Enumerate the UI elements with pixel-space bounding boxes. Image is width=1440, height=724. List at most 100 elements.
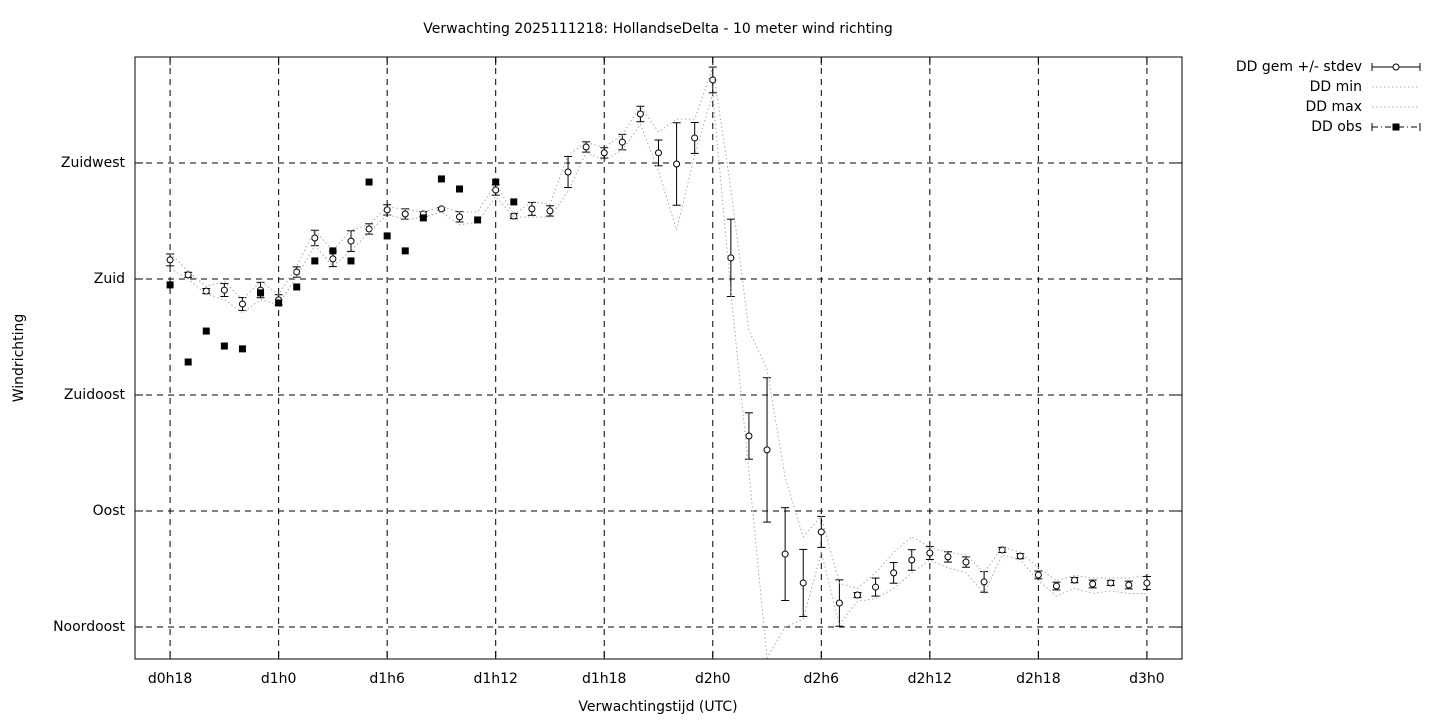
error-point: [166, 253, 175, 267]
mean-point: [1125, 581, 1133, 589]
error-point: [1142, 575, 1151, 590]
mean-point: [908, 556, 916, 564]
obs-point: [510, 198, 518, 206]
obs-point: [383, 232, 391, 240]
mean-point: [401, 210, 409, 218]
error-point: [726, 218, 735, 298]
y-tick-label: Oost: [93, 503, 126, 519]
x-axis-label: Verwachtingstijd (UTC): [578, 699, 737, 715]
obs-point: [184, 358, 192, 366]
grid: [135, 57, 1182, 659]
mean-point: [799, 579, 807, 587]
mean-point: [1143, 579, 1151, 587]
obs-point: [220, 342, 228, 350]
mean-point: [510, 212, 518, 220]
error-point: [943, 551, 952, 563]
error-point: [600, 147, 609, 159]
mean-point: [546, 207, 554, 215]
y-axis-label: Windrichting: [11, 314, 27, 403]
mean-point: [980, 578, 988, 586]
mean-point: [220, 286, 228, 294]
mean-point: [293, 268, 301, 276]
y-tick-label: Zuidwest: [61, 155, 126, 171]
error-point: [636, 105, 645, 123]
x-tick-label: d1h6: [369, 671, 405, 687]
error-point: [618, 133, 627, 151]
y-tick-label: Zuid: [94, 271, 125, 287]
chart-title: Verwachting 2025111218: HollandseDelta -…: [423, 21, 892, 37]
error-point: [545, 205, 554, 217]
error-point: [202, 287, 211, 295]
legend-label: DD min: [1310, 79, 1362, 95]
mean-point: [745, 432, 753, 440]
x-tick-label: d0h18: [148, 671, 192, 687]
error-point: [889, 562, 898, 584]
mean-point: [727, 254, 735, 262]
x-tick-label: d1h12: [473, 671, 517, 687]
mean-point: [872, 583, 880, 591]
mean-point: [763, 446, 771, 454]
mean-point: [456, 213, 464, 221]
mean-point: [962, 558, 970, 566]
mean-point: [166, 256, 174, 264]
mean-point: [311, 234, 319, 242]
mean-point: [492, 186, 500, 194]
obs-point: [474, 216, 482, 224]
error-point: [220, 283, 229, 298]
legend: DD gem +/- stdev DD min DD max DD obs: [1236, 59, 1421, 135]
mean-point: [347, 237, 355, 245]
obs-point: [419, 214, 427, 222]
mean-point: [636, 110, 644, 118]
mean-point: [365, 225, 373, 233]
mean-point: [691, 134, 699, 142]
error-point: [654, 139, 663, 167]
x-tick-label: d2h6: [804, 671, 840, 687]
y-tick-label: Zuidoost: [64, 387, 126, 403]
mean-point: [564, 168, 572, 176]
error-point: [184, 271, 193, 279]
error-point: [383, 204, 392, 216]
legend-swatch: [1392, 63, 1400, 71]
mean-point: [1071, 576, 1079, 584]
mean-point: [944, 553, 952, 561]
x-tick-label: d2h12: [908, 671, 952, 687]
mean-point: [383, 206, 391, 214]
mean-point: [1016, 552, 1024, 560]
error-point: [1034, 570, 1043, 580]
mean-point: [1052, 582, 1060, 590]
error-point: [781, 507, 790, 601]
error-point: [799, 548, 808, 617]
legend-label: DD gem +/- stdev: [1236, 59, 1362, 75]
error-point: [763, 377, 772, 523]
mean-point: [709, 76, 717, 84]
error-point: [455, 211, 464, 223]
obs-point: [257, 289, 265, 297]
mean-point: [835, 599, 843, 607]
plot-area: [166, 66, 1151, 659]
obs-point: [437, 175, 445, 183]
y-tick-label: Noordoost: [53, 619, 125, 635]
mean-point: [817, 528, 825, 536]
error-point: [238, 297, 247, 311]
obs-point: [166, 281, 174, 289]
error-point: [871, 577, 880, 597]
x-tick-label: d1h0: [261, 671, 297, 687]
error-point: [564, 156, 573, 188]
error-point: [527, 201, 536, 216]
mean-point: [202, 287, 210, 295]
x-tick-label: d2h18: [1016, 671, 1060, 687]
legend-swatch: [1392, 123, 1400, 131]
error-point: [817, 515, 826, 548]
obs-point: [365, 178, 373, 186]
error-point: [346, 230, 355, 252]
error-point: [980, 571, 989, 593]
mean-point: [528, 205, 536, 213]
legend-label: DD max: [1305, 99, 1362, 115]
mean-point: [437, 205, 445, 213]
error-point: [708, 66, 717, 94]
obs-point: [275, 299, 283, 307]
error-point: [853, 591, 862, 599]
mean-point: [655, 149, 662, 157]
error-point: [582, 141, 591, 153]
